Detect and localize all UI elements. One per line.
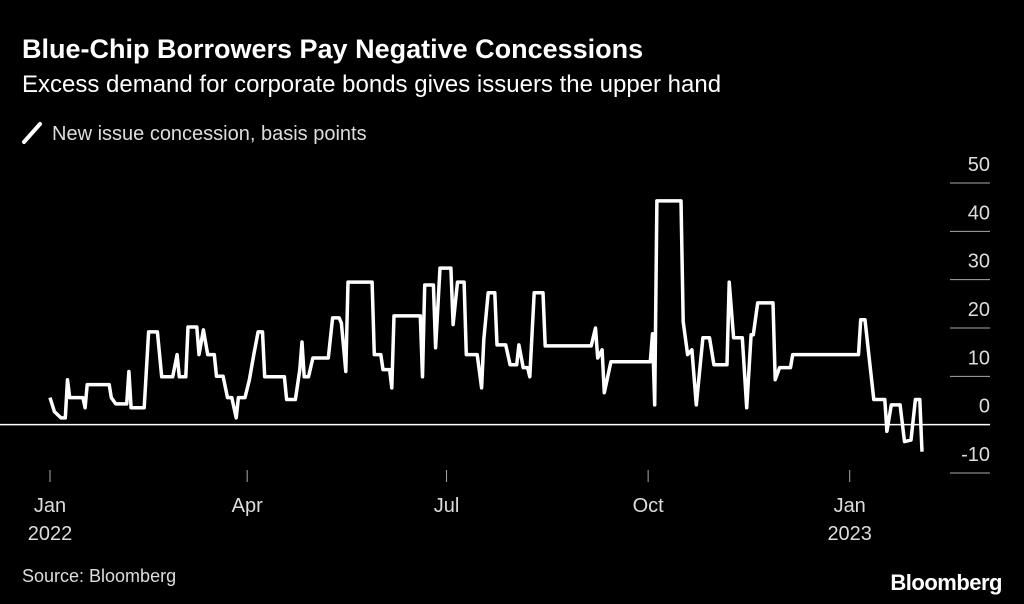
line-series — [48, 199, 924, 452]
y-tick-label: 10 — [968, 347, 990, 369]
chart-subtitle: Excess demand for corporate bonds gives … — [22, 71, 721, 98]
x-tick-label: Jan — [834, 495, 866, 517]
y-tick-label: 50 — [968, 154, 990, 176]
y-tick-label: 40 — [968, 202, 990, 224]
y-tick-label: -10 — [961, 444, 990, 466]
y-tick-label: 20 — [968, 299, 990, 321]
x-tick-label: Apr — [232, 495, 263, 517]
legend-label: New issue concession, basis points — [52, 123, 367, 145]
chart-title: Blue-Chip Borrowers Pay Negative Concess… — [22, 34, 643, 64]
legend-swatch — [22, 122, 42, 144]
x-tick-label: Jul — [434, 495, 460, 517]
y-tick-label: 30 — [968, 251, 990, 273]
x-tick-sublabel: 2022 — [28, 523, 73, 545]
x-tick-sublabel: 2023 — [827, 523, 872, 545]
y-tick-label: 0 — [979, 396, 990, 418]
logo: Bloomberg — [890, 570, 1002, 595]
x-tick-label: Jan — [34, 495, 66, 517]
source: Source: Bloomberg — [22, 566, 176, 586]
x-tick-label: Oct — [633, 495, 665, 517]
